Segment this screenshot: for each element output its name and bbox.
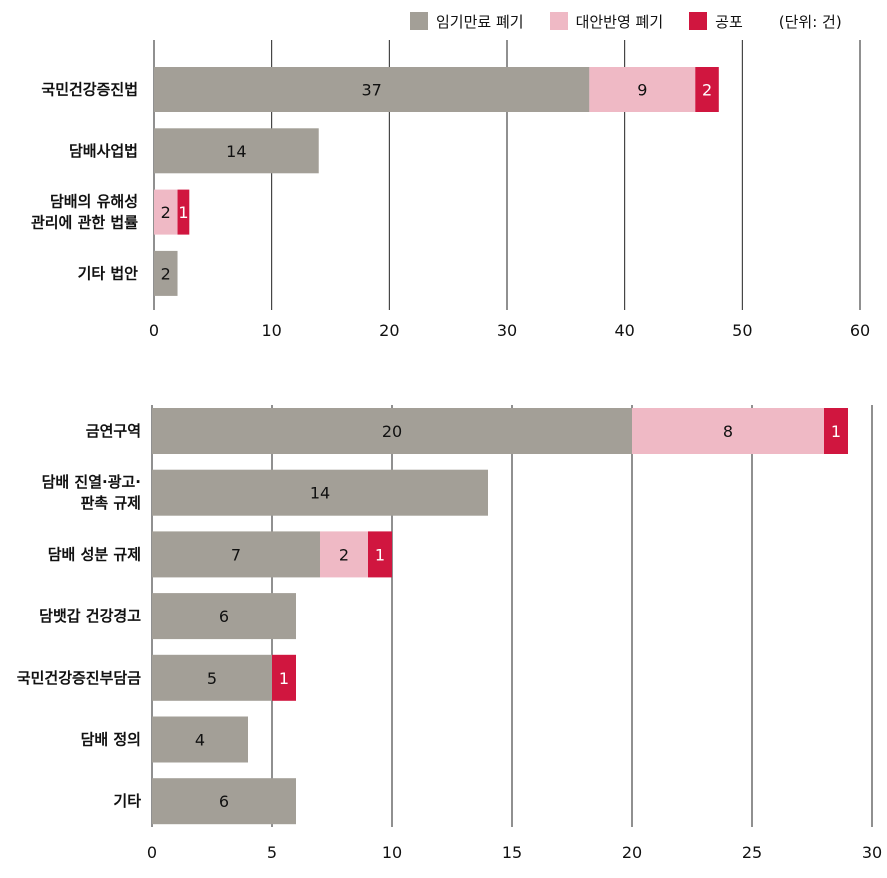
- legend-label-expired: 임기만료 폐기: [436, 12, 524, 31]
- category-label: 담배 진열·광고· 판촉 규제: [42, 473, 141, 512]
- category-label: 담배의 유해성 관리에 관한 법률: [31, 193, 138, 232]
- data-label: 1: [279, 669, 289, 688]
- legend-label-promulgated: 공포: [715, 12, 743, 31]
- bar-segment: [154, 189, 178, 235]
- category-label: 담배사업법: [69, 142, 138, 160]
- x-tick-label: 15: [502, 843, 522, 862]
- category-label: 국민건강증진부담금: [17, 669, 141, 687]
- data-label: 9: [637, 81, 647, 100]
- legend-swatch-promulgated: [689, 12, 708, 30]
- data-label: 2: [339, 545, 349, 564]
- data-label: 4: [195, 731, 205, 750]
- legend-swatch-expired: [410, 12, 428, 30]
- category-label: 금연구역: [86, 422, 141, 440]
- x-tick-label: 40: [614, 321, 634, 340]
- data-label: 6: [219, 607, 229, 626]
- x-tick-label: 5: [267, 843, 277, 862]
- category-label: 담배 정의: [81, 731, 141, 749]
- legend-swatch-alternative: [549, 12, 568, 30]
- data-label: 5: [207, 669, 217, 688]
- category-label: 기타: [113, 792, 141, 810]
- x-tick-label: 10: [382, 843, 402, 862]
- data-label: 6: [219, 792, 229, 811]
- bar-segment: [152, 531, 320, 578]
- legend-item-alternative: 대안반영 폐기: [549, 11, 664, 32]
- data-label: 2: [161, 203, 171, 222]
- bar-segment: [152, 469, 488, 516]
- legend-item-promulgated: 공포: [689, 11, 743, 32]
- data-label: 1: [831, 422, 841, 441]
- data-label: 2: [161, 264, 171, 283]
- category-label: 국민건강증진법: [41, 81, 138, 99]
- data-label: 7: [231, 545, 241, 564]
- x-tick-label: 10: [261, 321, 281, 340]
- bar-segment: [152, 593, 296, 640]
- x-tick-label: 25: [742, 843, 762, 862]
- bar-segment: [368, 531, 392, 578]
- data-label: 14: [226, 142, 246, 161]
- x-tick-label: 30: [862, 843, 882, 862]
- x-tick-label: 20: [379, 321, 399, 340]
- x-tick-label: 50: [732, 321, 752, 340]
- bar-segment: [152, 408, 632, 454]
- bar-segment: [154, 250, 178, 296]
- bar-segment: [152, 778, 296, 825]
- legend: 임기만료 폐기 대안반영 폐기 공포 (단위: 건): [410, 10, 842, 32]
- category-label: 담배 성분 규제: [48, 545, 141, 563]
- bar-segment: [152, 716, 248, 763]
- x-tick-label: 0: [149, 321, 159, 340]
- x-tick-label: 0: [147, 843, 157, 862]
- bar-segment: [589, 67, 696, 112]
- bar-segment: [824, 408, 848, 454]
- bar-segment: [154, 128, 319, 174]
- data-label: 1: [375, 545, 385, 564]
- bar-segment: [272, 654, 296, 701]
- category-label: 담뱃갑 건강경고: [39, 607, 141, 625]
- bar-segment: [320, 531, 368, 578]
- bar-segment: [632, 408, 824, 454]
- bar-segment: [177, 189, 190, 235]
- data-label: 1: [178, 203, 188, 222]
- unit-label: (단위: 건): [778, 12, 842, 31]
- bar-segment: [154, 67, 590, 112]
- legend-item-expired: 임기만료 폐기: [410, 11, 524, 32]
- legend-label-alternative: 대안반영 폐기: [575, 12, 664, 31]
- data-label: 2: [702, 81, 712, 100]
- data-label: 20: [382, 422, 402, 441]
- bar-segment: [695, 67, 719, 112]
- bar-segment: [152, 654, 272, 701]
- data-label: 8: [723, 422, 733, 441]
- x-tick-label: 20: [622, 843, 642, 862]
- category-label: 기타 법안: [78, 264, 139, 282]
- data-label: 14: [310, 484, 330, 503]
- data-label: 37: [362, 81, 382, 100]
- x-tick-label: 60: [850, 321, 870, 340]
- x-tick-label: 30: [497, 321, 517, 340]
